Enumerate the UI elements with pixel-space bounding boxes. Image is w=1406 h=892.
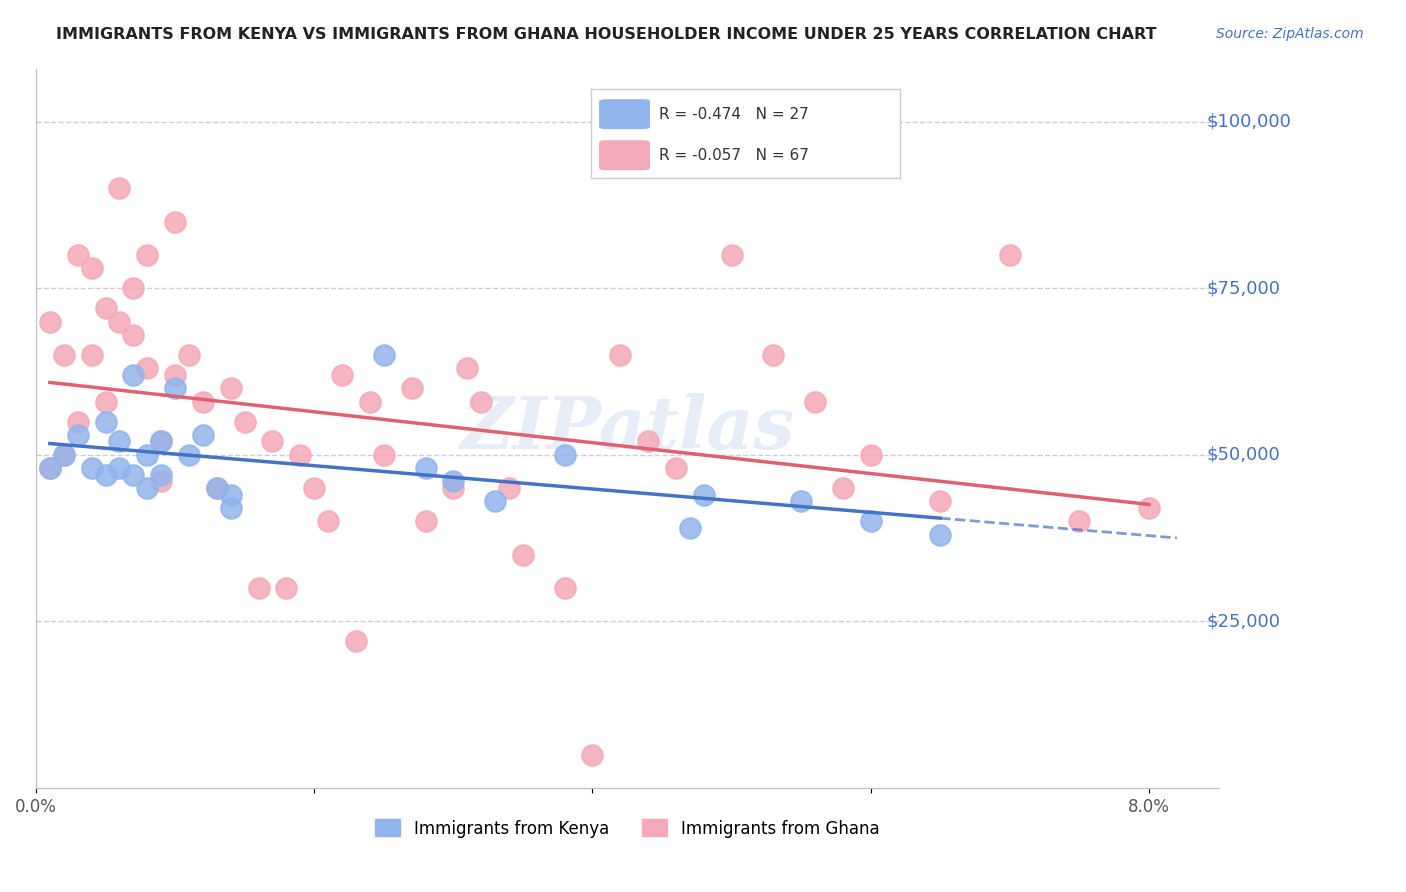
Point	[191, 427, 214, 442]
Point	[693, 488, 716, 502]
Point	[859, 515, 882, 529]
Point	[150, 434, 173, 449]
Point	[52, 448, 75, 462]
Point	[94, 467, 117, 482]
Point	[150, 434, 173, 449]
Point	[205, 481, 228, 495]
Point	[66, 248, 89, 262]
Point	[512, 548, 534, 562]
Point	[302, 481, 325, 495]
Point	[80, 461, 103, 475]
Point	[344, 634, 367, 648]
Point	[262, 434, 284, 449]
Point	[108, 461, 131, 475]
Point	[108, 181, 131, 195]
Point	[1069, 515, 1091, 529]
Point	[679, 521, 702, 535]
Point	[38, 315, 60, 329]
Point	[165, 215, 187, 229]
Point	[929, 494, 952, 508]
Point	[330, 368, 353, 382]
Point	[581, 747, 603, 762]
Point	[929, 527, 952, 541]
Point	[94, 415, 117, 429]
Point	[373, 348, 395, 362]
Point	[484, 494, 506, 508]
Point	[80, 348, 103, 362]
Point	[108, 434, 131, 449]
Text: $25,000: $25,000	[1206, 612, 1281, 631]
Point	[38, 461, 60, 475]
Point	[441, 475, 464, 489]
Point	[165, 381, 187, 395]
Point	[470, 394, 492, 409]
Point	[108, 315, 131, 329]
Point	[177, 348, 200, 362]
Text: ZIPatlas: ZIPatlas	[460, 392, 794, 464]
Point	[150, 475, 173, 489]
Text: $50,000: $50,000	[1206, 446, 1281, 464]
Point	[219, 488, 242, 502]
Point	[290, 448, 312, 462]
Point	[790, 494, 813, 508]
Point	[554, 581, 576, 595]
FancyBboxPatch shape	[600, 141, 650, 169]
Text: $100,000: $100,000	[1206, 112, 1292, 131]
Point	[136, 481, 159, 495]
Point	[637, 434, 659, 449]
Point	[136, 248, 159, 262]
FancyBboxPatch shape	[600, 100, 650, 128]
Point	[276, 581, 298, 595]
Point	[441, 481, 464, 495]
Point	[52, 348, 75, 362]
Point	[665, 461, 688, 475]
Point	[66, 415, 89, 429]
Text: R = -0.474   N = 27: R = -0.474 N = 27	[658, 107, 808, 121]
Point	[122, 281, 145, 295]
Point	[832, 481, 855, 495]
Point	[136, 361, 159, 376]
Point	[94, 301, 117, 316]
Point	[373, 448, 395, 462]
Legend: Immigrants from Kenya, Immigrants from Ghana: Immigrants from Kenya, Immigrants from G…	[368, 813, 886, 844]
Point	[122, 368, 145, 382]
Point	[191, 394, 214, 409]
Point	[720, 248, 742, 262]
Text: Source: ZipAtlas.com: Source: ZipAtlas.com	[1216, 27, 1364, 41]
Text: IMMIGRANTS FROM KENYA VS IMMIGRANTS FROM GHANA HOUSEHOLDER INCOME UNDER 25 YEARS: IMMIGRANTS FROM KENYA VS IMMIGRANTS FROM…	[56, 27, 1157, 42]
Point	[38, 461, 60, 475]
Point	[998, 248, 1021, 262]
Point	[762, 348, 785, 362]
Point	[401, 381, 423, 395]
Point	[415, 461, 437, 475]
Point	[609, 348, 631, 362]
Point	[804, 394, 827, 409]
Point	[554, 448, 576, 462]
Point	[1137, 501, 1160, 516]
Point	[80, 261, 103, 276]
Point	[150, 467, 173, 482]
Point	[122, 467, 145, 482]
Text: R = -0.057   N = 67: R = -0.057 N = 67	[658, 148, 808, 162]
Point	[859, 448, 882, 462]
Point	[359, 394, 381, 409]
Point	[205, 481, 228, 495]
Point	[66, 427, 89, 442]
Point	[94, 394, 117, 409]
Point	[122, 327, 145, 342]
Point	[219, 381, 242, 395]
Text: $75,000: $75,000	[1206, 279, 1281, 297]
Point	[247, 581, 270, 595]
Point	[219, 501, 242, 516]
Point	[316, 515, 339, 529]
Point	[498, 481, 520, 495]
Point	[52, 448, 75, 462]
Point	[177, 448, 200, 462]
Point	[233, 415, 256, 429]
Point	[165, 368, 187, 382]
Point	[136, 448, 159, 462]
Point	[456, 361, 478, 376]
Point	[415, 515, 437, 529]
